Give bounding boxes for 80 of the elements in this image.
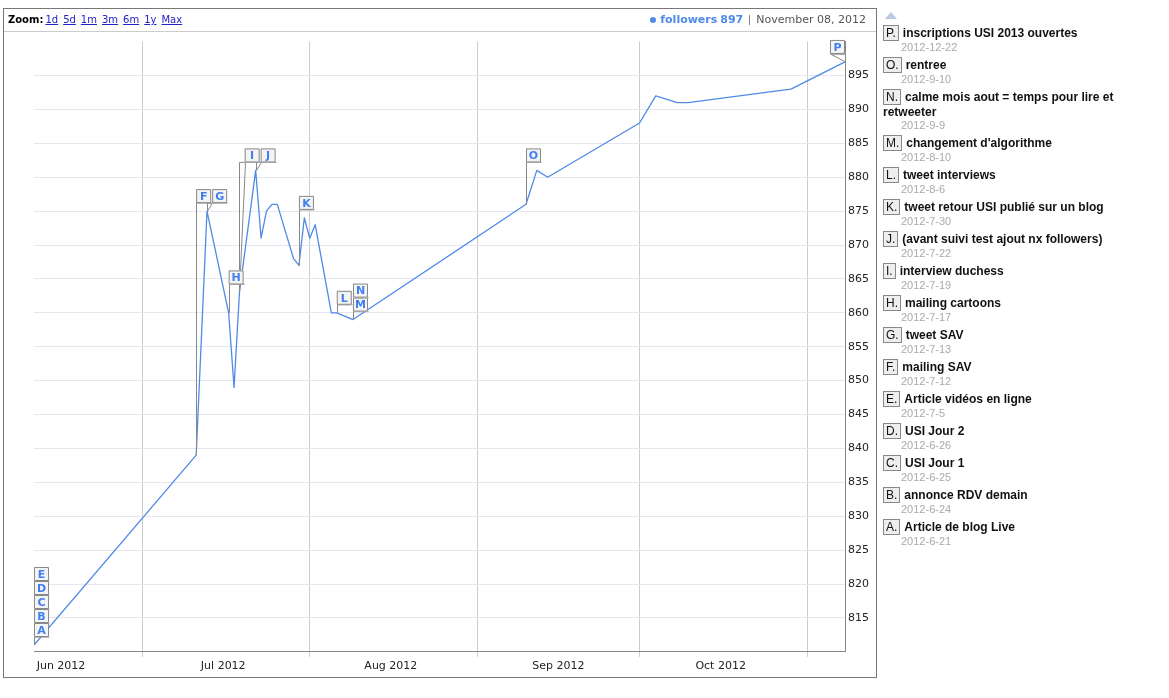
text: B. annonce RDV demain	[885, 487, 1029, 503]
text: 2012-6-21	[901, 535, 953, 547]
y-tick-label: 880	[848, 170, 869, 184]
text: O. rentree	[885, 57, 948, 73]
text: D. USI Jour 2	[885, 423, 966, 439]
y-tick-label: 885	[848, 136, 869, 150]
x-tick-label: Aug 2012	[364, 659, 418, 673]
annotation: F	[199, 189, 208, 203]
text: 897	[720, 13, 744, 26]
text: Zoom:	[8, 14, 44, 25]
text: 2012-7-13	[901, 343, 953, 355]
y-tick-label: 840	[848, 441, 869, 455]
text: A. Article de blog Live	[885, 519, 1017, 535]
annotation: O	[528, 149, 539, 163]
text: 3m	[101, 14, 119, 25]
annotation: M	[355, 298, 366, 312]
text: 1d	[45, 14, 59, 25]
legend-label: followers	[660, 13, 718, 26]
y-tick-label: 845	[848, 407, 869, 421]
text: 6m	[123, 14, 140, 25]
y-tick-label: 870	[848, 237, 869, 251]
text: 2012-7-19	[901, 279, 953, 291]
text: M. changement d'algorithme	[885, 135, 1053, 151]
y-tick-label: 820	[848, 576, 869, 590]
text: F. mailing SAV	[885, 359, 973, 375]
text: C. USI Jour 1	[885, 455, 966, 471]
text: 2012-9-9	[901, 119, 947, 131]
text: 2012-7-5	[901, 407, 947, 419]
text: November 08, 2012	[756, 13, 866, 26]
y-tick-label: 815	[848, 610, 869, 624]
annotation: P	[833, 40, 842, 54]
text: L. tweet interviews	[885, 167, 997, 183]
x-tick-label: Jun 2012	[35, 659, 86, 673]
y-tick-label: 865	[848, 271, 869, 285]
annotation: D	[36, 581, 47, 595]
text: 2012-6-25	[901, 471, 953, 483]
text: 2012-12-22	[901, 41, 959, 53]
text: J. (avant suivi test ajout nx followers)	[885, 231, 1104, 247]
text: 1y	[144, 14, 157, 25]
text: 2012-6-26	[901, 439, 953, 451]
annotation: H	[231, 271, 241, 285]
y-tick-label: 835	[848, 475, 869, 489]
annotation: I	[250, 149, 255, 163]
annotation: L	[340, 291, 348, 305]
text: N. calme mois aout = temps pour lire et retweeter	[883, 89, 1115, 119]
x-tick-label: Sep 2012	[532, 659, 585, 673]
x-tick-label: Oct 2012	[695, 659, 746, 673]
text: Max	[161, 14, 183, 25]
text: 5d	[63, 14, 76, 25]
annotation: J	[265, 149, 271, 163]
text: I. interview duchess	[885, 263, 1005, 279]
y-tick-label: 890	[848, 102, 869, 116]
annotation: E	[37, 567, 46, 581]
annotation: C	[37, 595, 46, 609]
text: 2012-7-17	[901, 311, 953, 323]
annotation: N	[355, 284, 366, 298]
y-tick-label: 830	[848, 509, 869, 523]
y-tick-label: 860	[848, 305, 869, 319]
y-tick-label: 825	[848, 542, 869, 556]
text: H. mailing cartoons	[885, 295, 1003, 311]
text: 2012-8-6	[901, 183, 947, 195]
x-tick-label: Jul 2012	[199, 659, 246, 673]
text: 2012-7-30	[901, 215, 953, 227]
text: 2012-7-22	[901, 247, 953, 259]
text: 2012-8-10	[901, 151, 953, 163]
y-tick-label: 875	[848, 203, 869, 217]
text: 1m	[80, 14, 97, 25]
text: 2012-7-12	[901, 375, 953, 387]
y-tick-label: 855	[848, 339, 869, 353]
y-tick-label: 895	[848, 68, 869, 82]
annotation: K	[302, 196, 312, 210]
text: 2012-6-24	[901, 503, 953, 515]
text: E. Article vidéos en ligne	[885, 391, 1033, 407]
annotation: B	[37, 609, 46, 623]
text: K. tweet retour USI publié sur un blog	[885, 199, 1105, 215]
y-tick-label: 850	[848, 373, 869, 387]
text: P. inscriptions USI 2013 ouvertes	[885, 25, 1079, 41]
annotation: G	[215, 189, 225, 203]
text: G. tweet SAV	[885, 327, 965, 343]
text: 2012-9-10	[901, 73, 953, 85]
